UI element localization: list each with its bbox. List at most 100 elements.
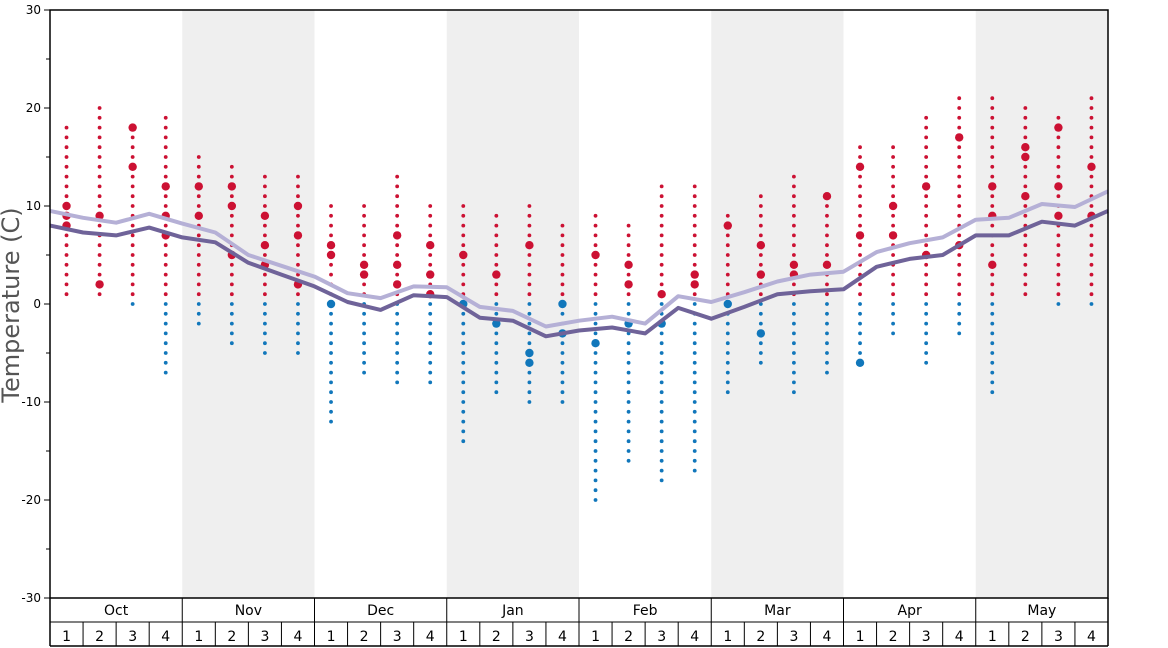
observation-dot [593,223,598,228]
week-label: 1 [194,629,203,645]
observation-dot [229,331,234,336]
observation-dot [593,419,598,424]
observation-dot [1089,253,1094,257]
observation-dot [924,262,929,267]
observation-dot-large [392,260,402,269]
week-label: 1 [856,629,865,645]
observation-dot [130,292,135,297]
week-label: 4 [558,629,567,645]
observation-dot [494,370,499,375]
month-shading-group [182,10,1108,598]
observation-dot [593,409,598,414]
week-label: 4 [690,629,699,645]
observation-dot [1089,302,1094,306]
observation-dot [858,194,862,199]
observation-dot-large [1054,182,1063,191]
observation-dot [692,370,697,375]
observation-dot [758,351,763,355]
observation-dot [858,282,862,287]
observation-dot [130,262,135,267]
observation-dot [130,243,135,248]
observation-dot [196,233,201,238]
observation-dot-large [426,270,435,279]
observation-dot-large [492,270,501,279]
observation-dot [461,262,466,267]
observation-dot [957,331,962,336]
month-label-nov: Nov [235,603,262,619]
observation-dot [659,213,664,218]
observation-dot [97,292,102,297]
observation-dot [957,302,962,306]
observation-dot-large [293,201,303,211]
observation-dot [593,498,598,502]
observation-dot [163,272,168,277]
observation-dot [296,194,300,199]
y-axis-label: Temperature (C) [0,207,25,403]
observation-dot [924,135,929,140]
observation-dot [1089,282,1094,287]
observation-dot [924,194,929,199]
observation-dot-large [128,162,137,171]
observation-dot [329,400,333,404]
observation-dot-large [525,241,534,250]
observation-dot [263,282,267,287]
observation-dot [659,262,664,267]
observation-dot [692,243,697,248]
observation-dot [924,115,929,120]
y-tick-label: 10 [26,199,41,213]
observation-dot [692,321,697,326]
observation-dot [329,380,333,385]
observation-dot [659,409,664,414]
observation-dot [329,262,333,267]
observation-dot-large [591,339,600,348]
observation-dot [64,174,69,179]
observation-dot [362,223,366,228]
week-label: 2 [889,629,898,645]
y-tick-label: -10 [21,395,41,409]
observation-dot [1056,135,1061,140]
observation-dot [725,272,730,277]
observation-dot [395,311,400,316]
observation-dot [527,272,532,277]
y-axis: 30 20 10 0 -10 -20 -30 [21,3,50,605]
observation-dot [792,341,796,346]
observation-dot [1056,164,1061,169]
observation-dot [924,302,929,306]
observation-dot-large [955,133,964,142]
observation-dot [494,390,499,395]
observation-dot-large [227,201,237,211]
observation-dot-large [591,250,600,260]
observation-dot [957,164,962,169]
week-label: 1 [459,629,468,645]
observation-dot [990,155,995,159]
observation-dot [692,419,697,424]
observation-dot [692,302,697,306]
observation-dot [957,272,962,277]
observation-dot [990,272,995,277]
observation-dot [97,155,102,159]
observation-dot [329,213,333,218]
week-label: 2 [492,629,501,645]
observation-dot [395,184,400,189]
observation-dot [891,174,895,179]
observation-dot [428,213,433,218]
observation-dot [659,341,664,346]
observation-dot [825,311,829,316]
observation-dot-large [326,241,336,250]
observation-dot [924,360,929,365]
observation-dot [494,262,499,267]
observation-dot [329,351,333,355]
observation-dot [990,164,995,169]
observation-dot [527,321,532,326]
observation-dot [858,184,862,189]
observation-dot [329,272,333,277]
observation-dot [659,380,664,385]
observation-dot [130,194,135,199]
observation-dot [692,213,697,218]
observation-dot [626,302,631,306]
observation-dot [395,380,400,385]
observation-dot [527,223,532,228]
observation-dot [1089,174,1094,179]
observation-dot-large [227,182,237,191]
observation-dot [957,96,962,101]
